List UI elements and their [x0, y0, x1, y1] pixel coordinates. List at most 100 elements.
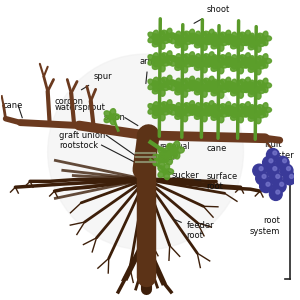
Circle shape	[166, 105, 170, 109]
Ellipse shape	[161, 37, 170, 44]
Ellipse shape	[231, 32, 237, 39]
Ellipse shape	[211, 88, 219, 96]
Ellipse shape	[181, 32, 188, 41]
Ellipse shape	[167, 58, 172, 65]
Ellipse shape	[244, 62, 250, 68]
Circle shape	[152, 82, 157, 87]
Ellipse shape	[201, 104, 207, 112]
Ellipse shape	[262, 61, 268, 68]
Circle shape	[172, 147, 178, 153]
Ellipse shape	[183, 38, 192, 44]
Ellipse shape	[212, 55, 217, 62]
Ellipse shape	[225, 85, 231, 92]
Ellipse shape	[231, 62, 237, 69]
Circle shape	[254, 88, 259, 93]
Ellipse shape	[197, 36, 204, 41]
Ellipse shape	[165, 155, 172, 165]
Ellipse shape	[110, 109, 116, 116]
Ellipse shape	[227, 82, 234, 87]
Ellipse shape	[211, 113, 219, 120]
Circle shape	[211, 109, 215, 113]
Circle shape	[166, 33, 170, 38]
Ellipse shape	[264, 58, 272, 64]
Ellipse shape	[195, 110, 200, 117]
Circle shape	[166, 56, 170, 60]
Ellipse shape	[231, 87, 237, 94]
Ellipse shape	[237, 56, 243, 64]
Ellipse shape	[184, 58, 191, 64]
Ellipse shape	[162, 57, 168, 63]
Circle shape	[188, 57, 193, 61]
Ellipse shape	[203, 38, 212, 44]
Text: graft union: graft union	[59, 131, 106, 140]
Circle shape	[166, 80, 170, 85]
Ellipse shape	[176, 61, 181, 68]
Ellipse shape	[226, 110, 233, 116]
Circle shape	[211, 60, 215, 64]
Ellipse shape	[204, 58, 210, 64]
Ellipse shape	[170, 109, 177, 115]
Circle shape	[266, 182, 270, 186]
Ellipse shape	[162, 82, 168, 88]
Circle shape	[230, 60, 235, 64]
Ellipse shape	[184, 78, 191, 84]
Ellipse shape	[211, 58, 219, 66]
Ellipse shape	[184, 31, 191, 37]
Ellipse shape	[249, 88, 254, 94]
Ellipse shape	[245, 102, 250, 109]
Ellipse shape	[204, 36, 210, 42]
Ellipse shape	[191, 105, 198, 110]
Circle shape	[188, 81, 193, 86]
Ellipse shape	[195, 61, 200, 68]
Ellipse shape	[195, 86, 200, 93]
Ellipse shape	[245, 60, 250, 67]
Ellipse shape	[204, 103, 210, 109]
Ellipse shape	[176, 147, 184, 153]
Ellipse shape	[231, 111, 237, 118]
Ellipse shape	[153, 159, 160, 166]
Ellipse shape	[217, 33, 224, 42]
Circle shape	[152, 58, 157, 62]
Ellipse shape	[158, 41, 165, 49]
Circle shape	[260, 180, 272, 193]
Ellipse shape	[217, 90, 224, 98]
Ellipse shape	[240, 55, 247, 61]
Text: rootstock: rootstock	[59, 141, 99, 150]
Ellipse shape	[257, 63, 266, 69]
Ellipse shape	[231, 40, 237, 46]
Ellipse shape	[195, 103, 200, 110]
Ellipse shape	[212, 62, 217, 69]
Ellipse shape	[195, 39, 200, 46]
Ellipse shape	[231, 88, 239, 96]
Ellipse shape	[175, 35, 183, 42]
Ellipse shape	[212, 32, 217, 39]
Ellipse shape	[245, 109, 250, 116]
Ellipse shape	[258, 33, 264, 39]
Circle shape	[216, 87, 222, 92]
Ellipse shape	[161, 84, 170, 91]
Ellipse shape	[231, 36, 239, 43]
Ellipse shape	[194, 88, 202, 95]
Circle shape	[244, 35, 249, 40]
Ellipse shape	[212, 79, 217, 86]
Ellipse shape	[220, 111, 228, 117]
Text: cane: cane	[3, 101, 23, 110]
Ellipse shape	[254, 81, 261, 90]
Ellipse shape	[240, 79, 247, 85]
Circle shape	[109, 114, 114, 119]
Ellipse shape	[254, 115, 261, 124]
Text: renewal
spur: renewal spur	[159, 142, 190, 162]
Ellipse shape	[209, 37, 214, 44]
Ellipse shape	[249, 80, 254, 87]
Ellipse shape	[209, 52, 214, 59]
Ellipse shape	[239, 111, 248, 117]
Circle shape	[194, 59, 199, 63]
Circle shape	[175, 36, 179, 40]
Ellipse shape	[220, 32, 227, 38]
Ellipse shape	[248, 89, 256, 97]
Ellipse shape	[231, 58, 239, 66]
Circle shape	[163, 169, 168, 174]
Ellipse shape	[231, 64, 239, 71]
Ellipse shape	[231, 41, 239, 49]
Circle shape	[269, 172, 282, 185]
